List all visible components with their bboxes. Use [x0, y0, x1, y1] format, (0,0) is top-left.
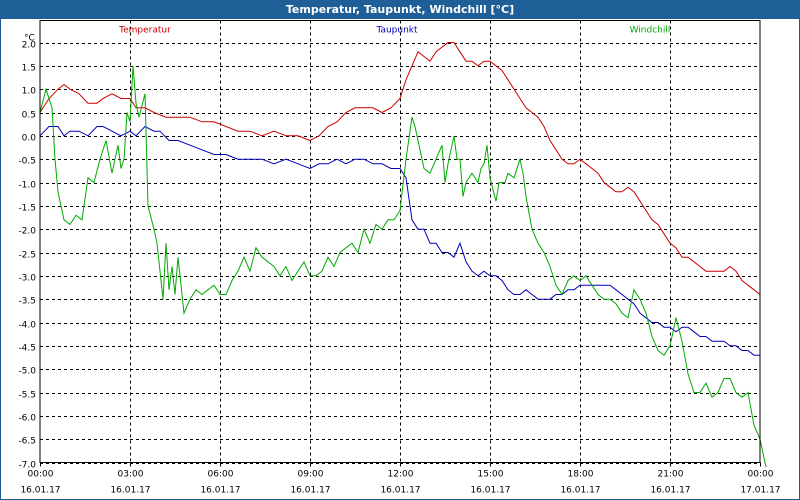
series-line-taupunkt: [39, 125, 760, 356]
line-chart: Temperatur Taupunkt Windchill 2.0 1.5 1.0 0.5…: [18, 20, 781, 496]
y-tick-label: -6.0: [18, 414, 36, 424]
x-tick-time-label: 18:00: [568, 470, 594, 480]
x-tick-date-label: 17.01.17: [740, 486, 780, 496]
y-tick-label: -5.5: [18, 391, 36, 401]
x-tick-time-label: 21:00: [658, 470, 684, 480]
y-tick-label: -2.0: [18, 227, 36, 237]
x-tick-date-label: 16.01.17: [560, 486, 600, 496]
x-tick-date-label: 16.01.17: [20, 486, 60, 496]
y-tick-label: -4.0: [18, 321, 36, 331]
x-tick-time-label: 00:00: [28, 470, 54, 480]
x-tick-date-label: 16.01.17: [110, 486, 150, 496]
grid: [40, 20, 760, 464]
series-lines: [39, 42, 767, 468]
y-tick-label: -2.5: [18, 251, 36, 261]
x-tick-time-label: 15:00: [478, 470, 504, 480]
y-tick-label: 0.5: [22, 111, 36, 121]
y-tick-label: 1.5: [22, 64, 36, 74]
legend-label-windchill: Windchill: [630, 26, 671, 36]
axes: 2.0 1.5 1.0 0.5 0.0 -0.5 -1.0 -1.5 -2.0 -2.5 -3.0 -…: [18, 20, 781, 496]
x-tick-date-label: 16.01.17: [380, 486, 420, 496]
y-tick-label: -3.0: [18, 274, 36, 284]
y-tick-label: -1.5: [18, 204, 36, 214]
y-axis-unit-label: °C: [24, 34, 35, 44]
legend: Temperatur Taupunkt Windchill: [118, 26, 670, 36]
x-tick-date-label: 16.01.17: [470, 486, 510, 496]
y-tick-label: -0.5: [18, 157, 36, 167]
x-tick-time-label: 12:00: [388, 470, 414, 480]
y-tick-label: 1.0: [22, 87, 37, 97]
series-line-windchill: [39, 65, 767, 468]
y-tick-label: 0.0: [22, 134, 37, 144]
y-tick-label: -3.5: [18, 297, 36, 307]
y-tick-label: 2.0: [22, 41, 37, 51]
x-tick-time-label: 03:00: [118, 470, 144, 480]
y-tick-label: -6.5: [18, 437, 36, 447]
x-tick-time-label: 00:00: [748, 470, 774, 480]
x-tick-date-label: 16.01.17: [290, 486, 330, 496]
x-tick-time-label: 09:00: [298, 470, 324, 480]
y-tick-label: -7.0: [18, 461, 36, 471]
series-line-temperatur: [39, 42, 761, 295]
y-tick-label: -4.5: [18, 344, 36, 354]
y-tick-label: -1.0: [18, 181, 36, 191]
legend-label-taupunkt: Taupunkt: [375, 26, 418, 36]
x-tick-date-label: 16.01.17: [650, 486, 690, 496]
y-tick-label: -5.0: [18, 367, 36, 377]
window-title: Temperatur, Taupunkt, Windchill [°C]: [0, 0, 800, 19]
x-tick-date-label: 16.01.17: [200, 486, 240, 496]
x-tick-time-label: 06:00: [208, 470, 234, 480]
legend-label-temperatur: Temperatur: [118, 26, 171, 36]
